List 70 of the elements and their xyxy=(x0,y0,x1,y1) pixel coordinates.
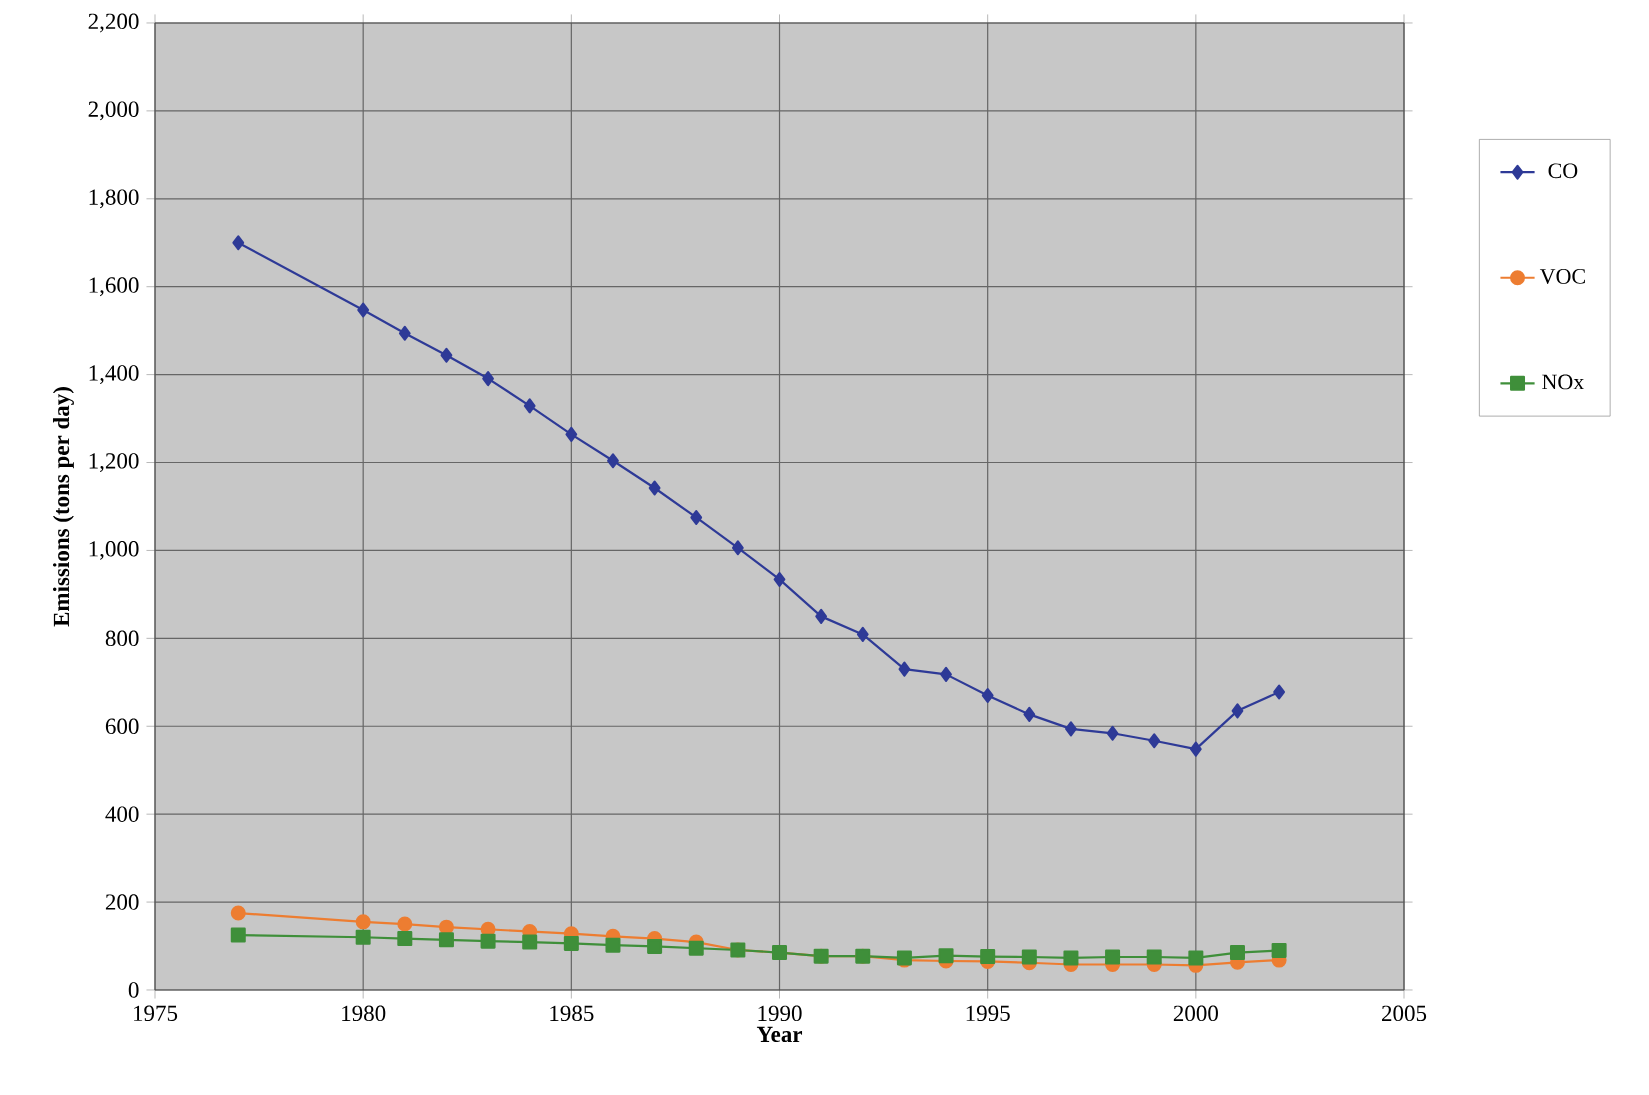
point xyxy=(480,933,496,949)
point xyxy=(482,371,494,387)
point xyxy=(940,666,952,682)
point xyxy=(230,927,246,943)
point xyxy=(815,608,828,624)
x-tick-label: 2005 xyxy=(1382,1005,1427,1022)
y-tick-label: 600 xyxy=(105,718,139,735)
x-tick-label: 1995 xyxy=(966,1005,1010,1022)
point xyxy=(563,935,579,951)
y-tick-label: 2,200 xyxy=(88,13,139,33)
x-tick-label: 1980 xyxy=(342,1005,386,1022)
x-tick-label: 1990 xyxy=(758,1005,802,1022)
y-tick-label: 200 xyxy=(105,894,139,910)
point xyxy=(440,347,453,363)
point xyxy=(565,426,578,442)
y-tick-label: 1,200 xyxy=(89,453,139,472)
y-tick-label: 2,000 xyxy=(88,101,139,121)
point xyxy=(522,934,538,950)
point xyxy=(355,914,371,930)
y-tick-label: 1,400 xyxy=(89,365,139,385)
point xyxy=(773,571,786,587)
y-tick-label: 1,800 xyxy=(89,189,139,209)
y-tick-label: 800 xyxy=(105,630,139,647)
point xyxy=(1229,945,1245,961)
point xyxy=(398,325,411,341)
point xyxy=(1065,721,1077,737)
x-tick-label: 1975 xyxy=(134,1005,178,1022)
point xyxy=(856,626,869,642)
point xyxy=(1273,684,1286,700)
point xyxy=(648,480,661,496)
y-tick-label: 1,600 xyxy=(89,277,139,297)
point xyxy=(898,661,911,677)
point xyxy=(980,949,996,965)
point xyxy=(1148,733,1161,749)
point xyxy=(688,940,704,956)
y-tick-label: 400 xyxy=(105,806,139,822)
point xyxy=(397,931,413,947)
point xyxy=(355,929,371,945)
point xyxy=(438,932,454,948)
point xyxy=(1146,949,1162,965)
point xyxy=(230,905,246,921)
point xyxy=(1106,725,1119,741)
point xyxy=(690,509,703,525)
legend-label: VOC xyxy=(1539,269,1585,284)
point xyxy=(523,398,536,414)
point xyxy=(605,937,621,953)
point xyxy=(938,948,954,964)
point xyxy=(232,235,245,251)
point xyxy=(397,916,413,932)
legend-label: CO xyxy=(1548,163,1578,179)
point xyxy=(1105,949,1121,965)
legend-label: NOx xyxy=(1542,374,1585,390)
x-tick-label: 2000 xyxy=(1173,1005,1218,1022)
point xyxy=(357,302,370,318)
point xyxy=(1188,950,1204,966)
y-tick-label: 1,000 xyxy=(89,541,139,560)
point xyxy=(647,938,663,954)
point xyxy=(1023,706,1036,722)
point xyxy=(1063,950,1079,966)
point xyxy=(981,687,994,703)
point xyxy=(1189,741,1202,757)
point xyxy=(1231,703,1244,719)
point xyxy=(1021,949,1037,965)
x-axis-title: Year xyxy=(756,1026,803,1043)
y-axis-title: Emissions (tons per day) xyxy=(52,387,74,627)
point xyxy=(731,540,744,556)
y-tick-label: 0 xyxy=(128,982,139,998)
point xyxy=(607,453,619,469)
point xyxy=(1271,942,1287,958)
x-tick-label: 1985 xyxy=(550,1005,594,1022)
